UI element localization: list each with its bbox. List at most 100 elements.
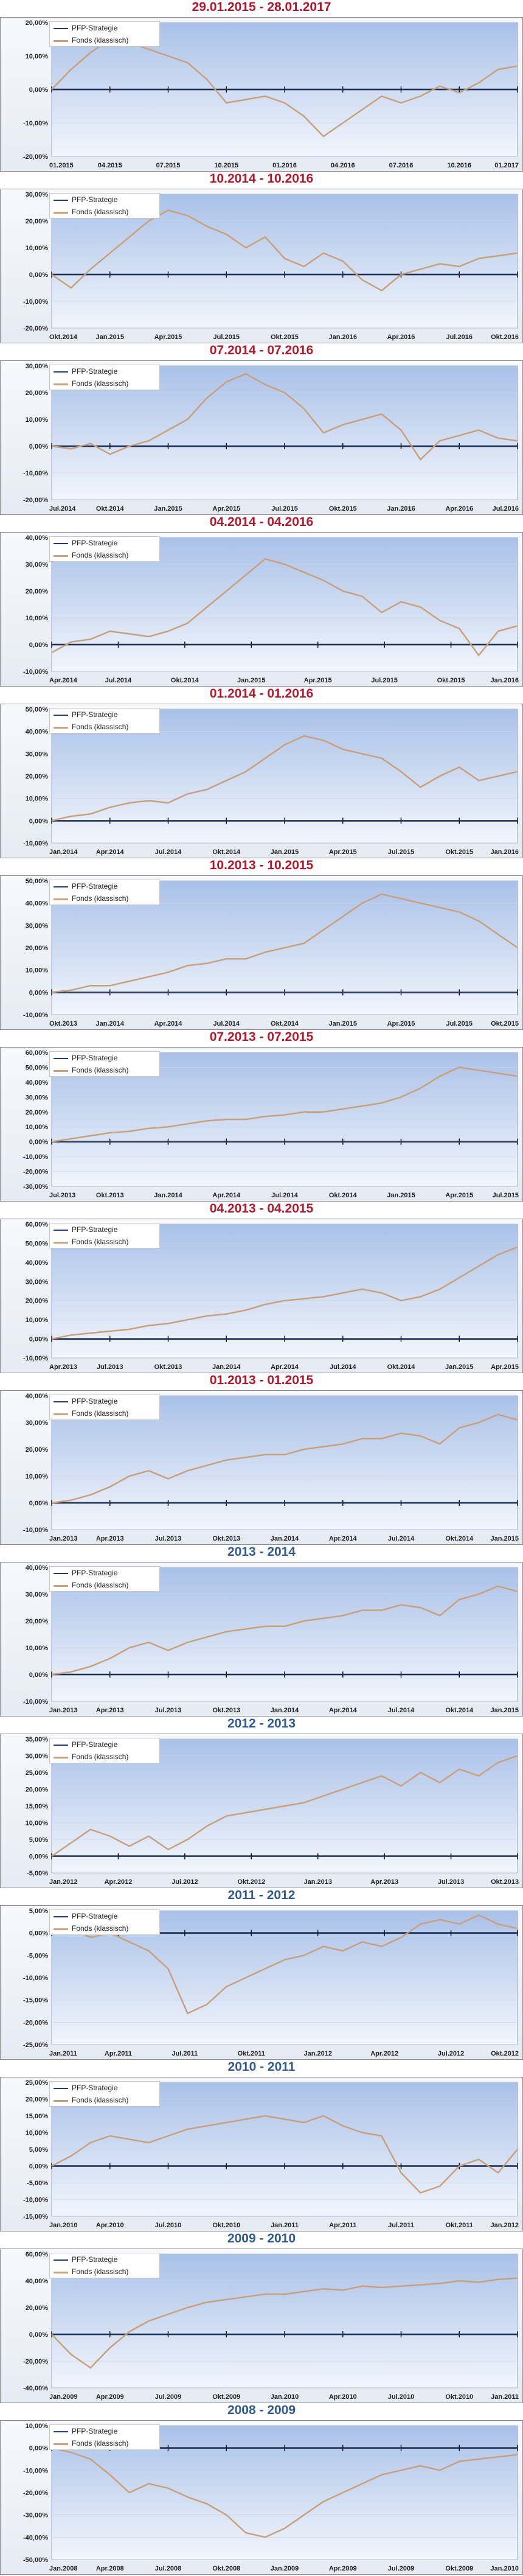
legend-label: PFP-Strategie bbox=[72, 2084, 118, 2092]
x-tick-label: Jul.2015 bbox=[446, 1020, 473, 1027]
x-tick-label: Jan.2013 bbox=[49, 1535, 77, 1542]
chart-title: 29.01.2015 - 28.01.2017 bbox=[192, 0, 331, 14]
legend-label: Fonds (klassisch) bbox=[72, 2096, 129, 2104]
y-tick-label: -10,00% bbox=[23, 668, 48, 676]
chart-frame: 5,00% 0,00% -5,00% -10,00% -15,00% -20,00% -25… bbox=[0, 1905, 523, 2060]
y-tick-label: 60,00% bbox=[26, 1221, 49, 1228]
y-tick-label: 20,00% bbox=[26, 19, 49, 27]
x-tick-label: 10.2016 bbox=[447, 162, 471, 169]
chart-legend: PFP-Strategie Fonds (klassisch) bbox=[49, 536, 160, 562]
legend-entry: PFP-Strategie bbox=[50, 23, 159, 34]
x-tick-label: Okt.2015 bbox=[271, 334, 299, 341]
legend-entry: PFP-Strategie bbox=[50, 881, 159, 892]
legend-strategie-swatch bbox=[54, 886, 68, 887]
y-tick-label: 0,00% bbox=[29, 1500, 48, 1507]
legend-fonds-swatch bbox=[54, 727, 68, 729]
y-tick-label: -10,00% bbox=[23, 1012, 48, 1019]
legend-strategie-swatch bbox=[54, 2259, 68, 2261]
y-tick-label: -5,00% bbox=[27, 1952, 48, 1959]
y-tick-label: 5,00% bbox=[29, 1908, 48, 1915]
x-tick-label: Okt.2013 bbox=[49, 1020, 77, 1027]
x-tick-label: Okt.2010 bbox=[445, 2393, 473, 2401]
legend-entry: Fonds (klassisch) bbox=[50, 550, 159, 561]
y-tick-label: -50,00% bbox=[23, 2557, 48, 2564]
chart-title: 2012 - 2013 bbox=[227, 1717, 296, 1731]
x-tick-label: Okt.2014 bbox=[49, 334, 78, 341]
legend-fonds-swatch bbox=[54, 212, 68, 214]
legend-fonds-swatch bbox=[54, 2272, 68, 2273]
x-tick-label: Jul.2014 bbox=[271, 1192, 298, 1199]
x-tick-label: Okt.2012 bbox=[491, 2050, 519, 2057]
x-tick-label: Apr.2009 bbox=[329, 2565, 357, 2572]
y-tick-label: 10,00% bbox=[26, 615, 49, 622]
x-tick-label: Apr.2014 bbox=[271, 1363, 299, 1371]
x-tick-label: Jan.2011 bbox=[271, 2222, 299, 2229]
x-tick-label: Okt.2014 bbox=[329, 1192, 358, 1199]
legend-label: PFP-Strategie bbox=[72, 2427, 118, 2435]
legend-entry: Fonds (klassisch) bbox=[50, 1580, 159, 1591]
x-tick-label: Jul.2013 bbox=[438, 1878, 464, 1886]
y-tick-label: -10,00% bbox=[23, 120, 48, 127]
y-tick-label: -30,00% bbox=[23, 1183, 48, 1191]
legend-entry: PFP-Strategie bbox=[50, 1225, 159, 1236]
legend-label: Fonds (klassisch) bbox=[72, 551, 129, 559]
x-tick-label: Okt.2013 bbox=[491, 1878, 519, 1886]
chart-legend: PFP-Strategie Fonds (klassisch) bbox=[49, 880, 160, 905]
x-tick-label: Jan.2014 bbox=[271, 1707, 299, 1714]
x-tick-label: Jul.2014 bbox=[388, 1707, 415, 1714]
legend-strategie-swatch bbox=[54, 1230, 68, 1231]
y-tick-label: 15,00% bbox=[26, 1803, 49, 1810]
x-tick-label: Jan.2014 bbox=[212, 1363, 241, 1371]
x-tick-label: Apr.2011 bbox=[329, 2222, 356, 2229]
chart-title: 07.2014 - 07.2016 bbox=[209, 343, 314, 357]
x-tick-label: Jan.2015 bbox=[491, 1707, 519, 1714]
y-tick-label: 40,00% bbox=[26, 729, 49, 736]
legend-entry: PFP-Strategie bbox=[50, 1911, 159, 1922]
x-tick-label: Jul.2015 bbox=[388, 849, 414, 856]
series-line-fonds bbox=[51, 893, 518, 993]
series-line-fonds bbox=[51, 558, 518, 656]
y-tick-label: 40,00% bbox=[26, 900, 49, 908]
legend-entry: Fonds (klassisch) bbox=[50, 1923, 159, 1934]
chart-panel: 07.2013 - 07.2015 60,00% 50,00% 40,00% 30,00… bbox=[0, 1030, 523, 1202]
series-line-fonds bbox=[51, 1914, 518, 2014]
x-tick-label: Apr.2013 bbox=[96, 1707, 124, 1714]
x-tick-label: Jan.2015 bbox=[491, 1535, 519, 1542]
y-tick-label: 20,00% bbox=[26, 1618, 49, 1625]
y-tick-label: 35,00% bbox=[26, 1736, 49, 1743]
y-tick-label: 40,00% bbox=[26, 1079, 49, 1087]
x-tick-label: Jan.2014 bbox=[271, 1535, 299, 1542]
legend-fonds-swatch bbox=[54, 40, 68, 42]
series-line-fonds bbox=[51, 1755, 518, 1857]
x-tick-label: 04.2015 bbox=[98, 162, 122, 169]
legend-fonds-swatch bbox=[54, 2100, 68, 2102]
chart-panel: 2008 - 2009 10,00% 0,00% -10,00% -20,00% -30,… bbox=[0, 2403, 523, 2575]
chart-svg: 25,00% 20,00% 15,00% 10,00% 5,00% 0,00% -5,00%… bbox=[23, 2079, 519, 2229]
x-tick-label: Okt.2014 bbox=[171, 677, 199, 684]
legend-entry: PFP-Strategie bbox=[50, 2255, 159, 2266]
x-tick-label: Okt.2012 bbox=[237, 1878, 265, 1886]
chart-legend: PFP-Strategie Fonds (klassisch) bbox=[49, 2081, 160, 2107]
series-line-fonds bbox=[51, 1413, 518, 1504]
x-tick-label: Jan.2016 bbox=[491, 849, 519, 856]
legend-entry: PFP-Strategie bbox=[50, 195, 159, 206]
x-tick-label: Apr.2014 bbox=[329, 1535, 358, 1542]
x-tick-label: Jul.2013 bbox=[49, 1192, 75, 1199]
legend-strategie-swatch bbox=[54, 1401, 68, 1402]
x-tick-label: Apr.2014 bbox=[212, 1192, 241, 1199]
legend-label: Fonds (klassisch) bbox=[72, 1924, 129, 1933]
x-tick-label: Jan.2012 bbox=[49, 1878, 77, 1886]
legend-label: PFP-Strategie bbox=[72, 367, 118, 376]
x-tick-label: Okt.2009 bbox=[445, 2565, 473, 2572]
x-tick-label: Apr.2014 bbox=[96, 849, 125, 856]
x-tick-label: Jan.2014 bbox=[154, 1192, 182, 1199]
y-tick-label: 25,00% bbox=[26, 1769, 49, 1777]
y-tick-label: 10,00% bbox=[26, 1473, 49, 1480]
y-tick-label: 40,00% bbox=[26, 1564, 49, 1572]
legend-entry: PFP-Strategie bbox=[50, 538, 159, 549]
chart-panel: 10.2013 - 10.2015 50,00% 40,00% 30,00% 20,00… bbox=[0, 858, 523, 1030]
legend-strategie-swatch bbox=[54, 2431, 68, 2432]
x-tick-label: Jul.2013 bbox=[97, 1363, 123, 1371]
x-tick-label: Apr.2013 bbox=[96, 1535, 124, 1542]
